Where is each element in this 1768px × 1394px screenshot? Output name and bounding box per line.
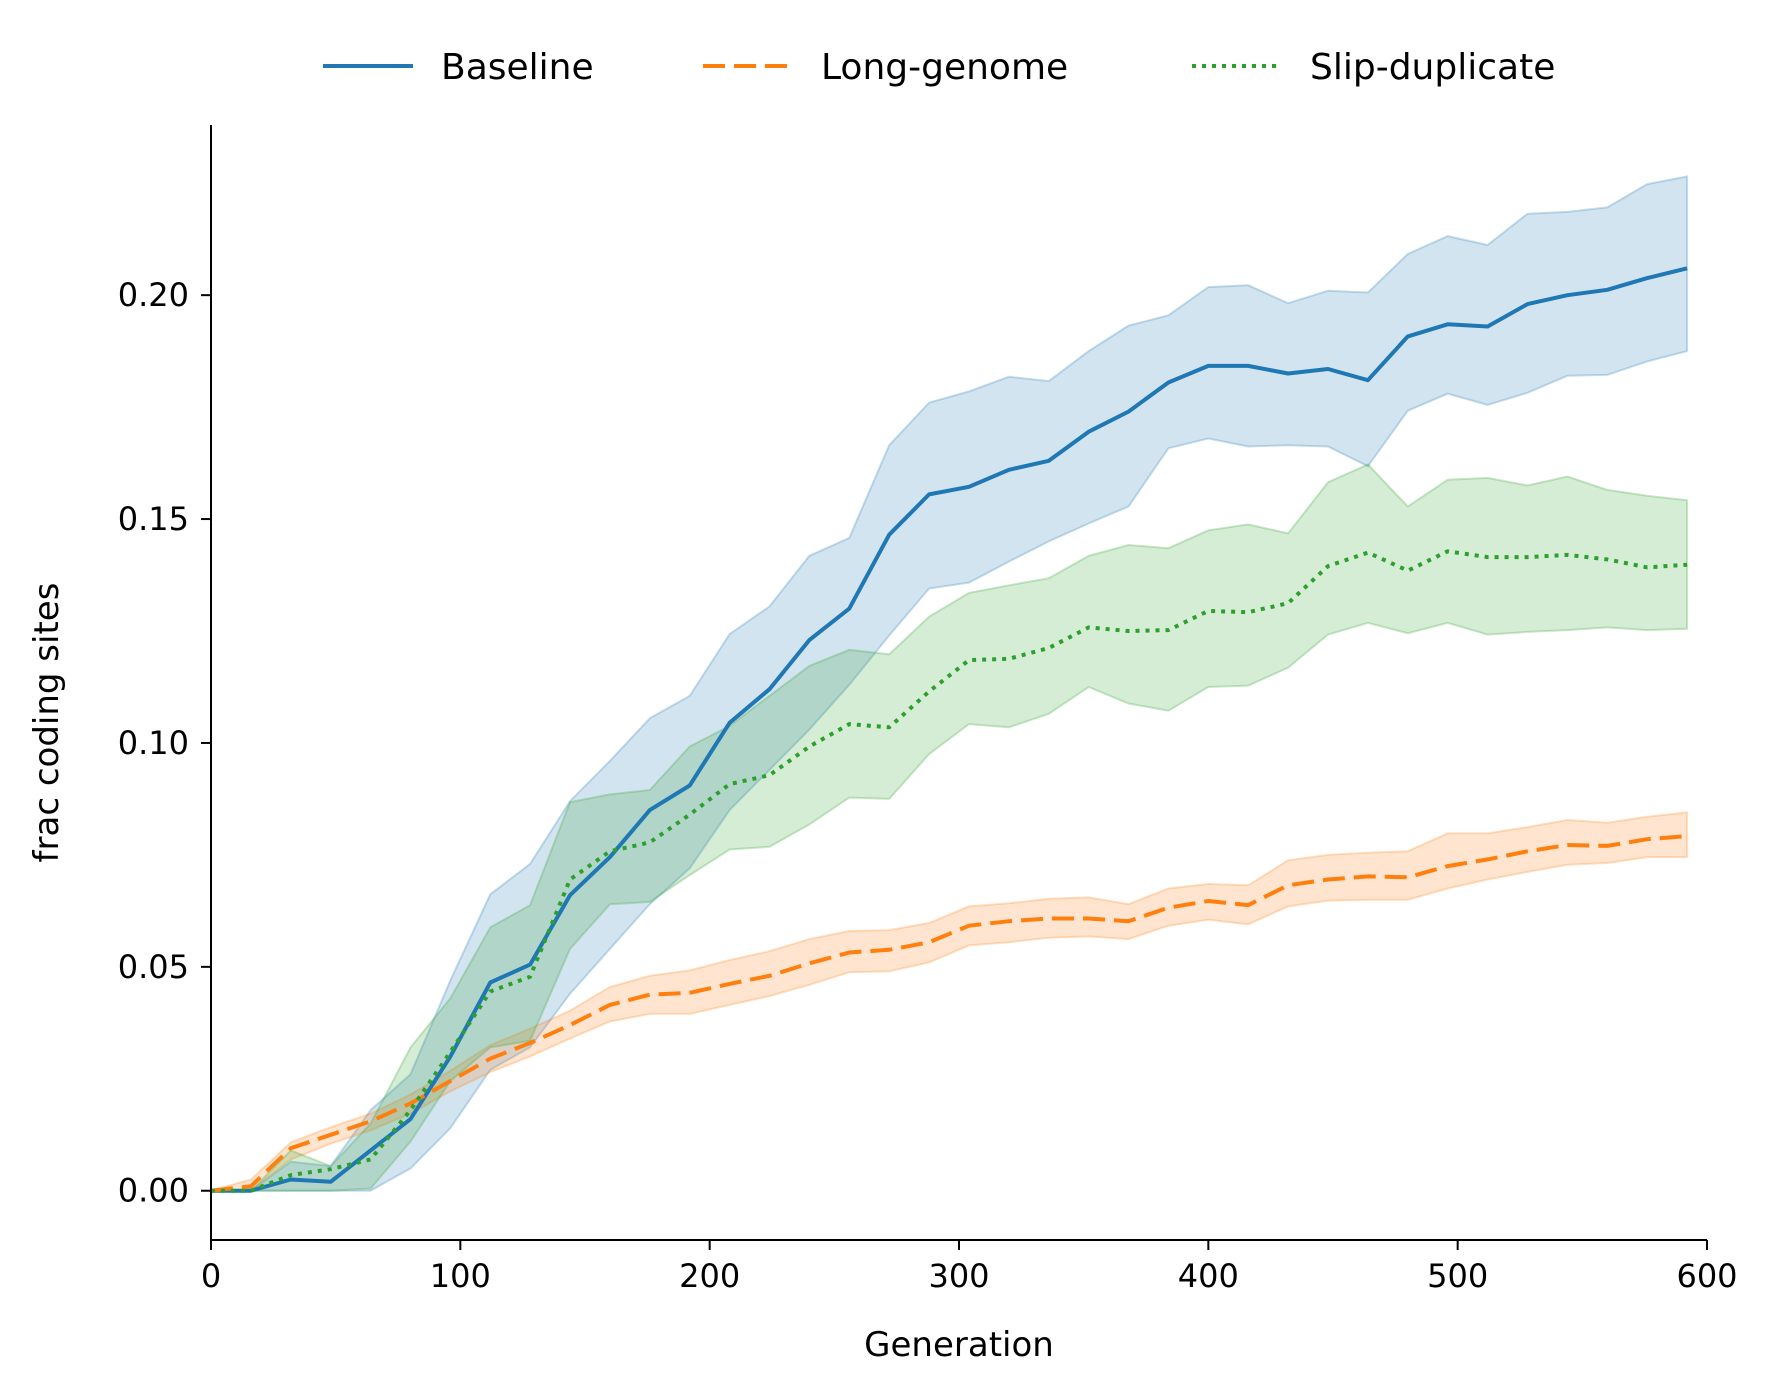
x-tick-label: 0 (201, 1257, 221, 1295)
line-slip-duplicate (211, 549, 1688, 1193)
legend-item-baseline: Baseline (323, 47, 594, 88)
line-long-genome (210, 834, 1688, 1193)
y-ticks: 0.00 0.05 0.10 0.15 0.20 (118, 276, 211, 1210)
x-axis-label: Generation (864, 1325, 1054, 1365)
x-tick-label: 200 (679, 1257, 740, 1295)
legend: Baseline Long-genome Slip-duplicate (323, 47, 1555, 88)
y-tick-label: 0.05 (118, 948, 189, 986)
y-tick-label: 0.10 (118, 724, 189, 762)
y-tick-label: 0.00 (118, 1172, 189, 1210)
y-axis-label: frac coding sites (27, 583, 67, 863)
x-ticks: 0 100 200 300 400 500 600 (201, 1240, 1738, 1295)
x-tick-label: 300 (928, 1257, 989, 1295)
legend-label: Long-genome (821, 47, 1068, 88)
legend-item-slip-duplicate: Slip-duplicate (1192, 47, 1555, 88)
band-slip-duplicate (211, 463, 1689, 1192)
line-baseline (211, 266, 1688, 1193)
legend-label: Slip-duplicate (1310, 47, 1555, 88)
x-tick-label: 400 (1178, 1257, 1239, 1295)
x-tick-label: 100 (430, 1257, 491, 1295)
y-tick-label: 0.15 (118, 500, 189, 538)
y-tick-label: 0.20 (118, 276, 189, 314)
band-baseline (211, 175, 1689, 1192)
x-tick-label: 600 (1676, 1257, 1737, 1295)
legend-item-long-genome: Long-genome (703, 47, 1068, 88)
series-lines (210, 266, 1688, 1193)
x-tick-label: 500 (1427, 1257, 1488, 1295)
legend-label: Baseline (441, 47, 594, 88)
